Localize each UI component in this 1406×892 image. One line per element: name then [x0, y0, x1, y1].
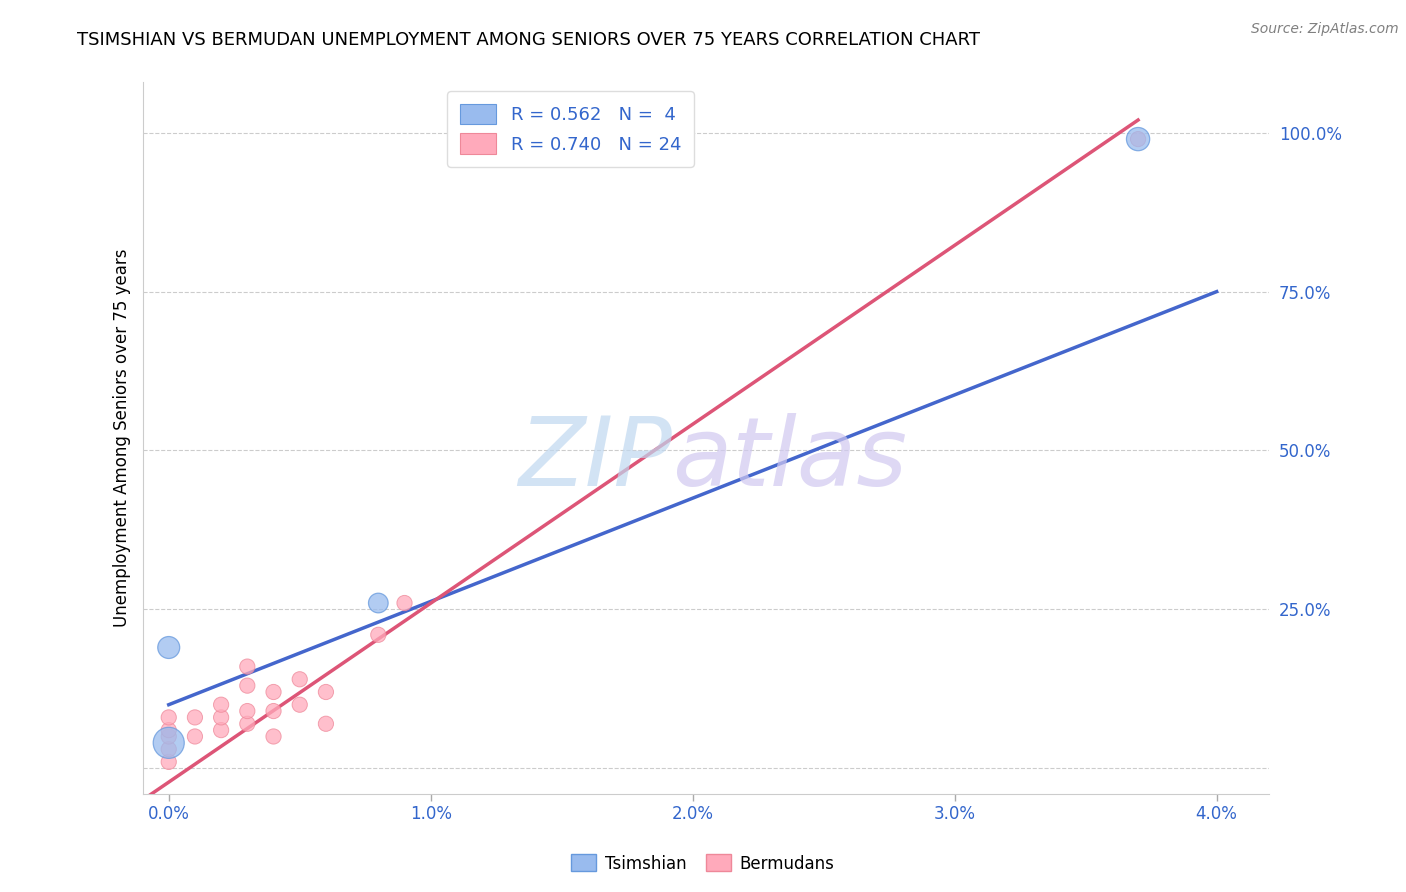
Point [236, 716, 259, 731]
Point [394, 596, 416, 610]
Point [157, 710, 180, 724]
Point [184, 730, 207, 744]
Point [263, 685, 285, 699]
Point [236, 659, 259, 673]
Point [288, 698, 311, 712]
Y-axis label: Unemployment Among Seniors over 75 years: Unemployment Among Seniors over 75 years [114, 249, 131, 627]
Point [157, 730, 180, 744]
Point [367, 596, 389, 610]
Point [236, 679, 259, 693]
Point [263, 730, 285, 744]
Point [367, 628, 389, 642]
Point [157, 736, 180, 750]
Point [157, 742, 180, 756]
Text: ZIP: ZIP [519, 413, 672, 506]
Text: Source: ZipAtlas.com: Source: ZipAtlas.com [1251, 22, 1399, 37]
Text: TSIMSHIAN VS BERMUDAN UNEMPLOYMENT AMONG SENIORS OVER 75 YEARS CORRELATION CHART: TSIMSHIAN VS BERMUDAN UNEMPLOYMENT AMONG… [77, 31, 980, 49]
Point [1126, 132, 1149, 146]
Point [209, 710, 232, 724]
Point [209, 723, 232, 738]
Point [1126, 132, 1149, 146]
Point [236, 704, 259, 718]
Point [184, 710, 207, 724]
Point [288, 673, 311, 687]
Legend: Tsimshian, Bermudans: Tsimshian, Bermudans [565, 847, 841, 880]
Point [315, 685, 337, 699]
Point [157, 755, 180, 769]
Point [209, 698, 232, 712]
Point [157, 640, 180, 655]
Text: atlas: atlas [672, 413, 907, 506]
Legend: R = 0.562   N =  4, R = 0.740   N = 24: R = 0.562 N = 4, R = 0.740 N = 24 [447, 91, 693, 167]
Point [315, 716, 337, 731]
Point [157, 723, 180, 738]
Point [263, 704, 285, 718]
